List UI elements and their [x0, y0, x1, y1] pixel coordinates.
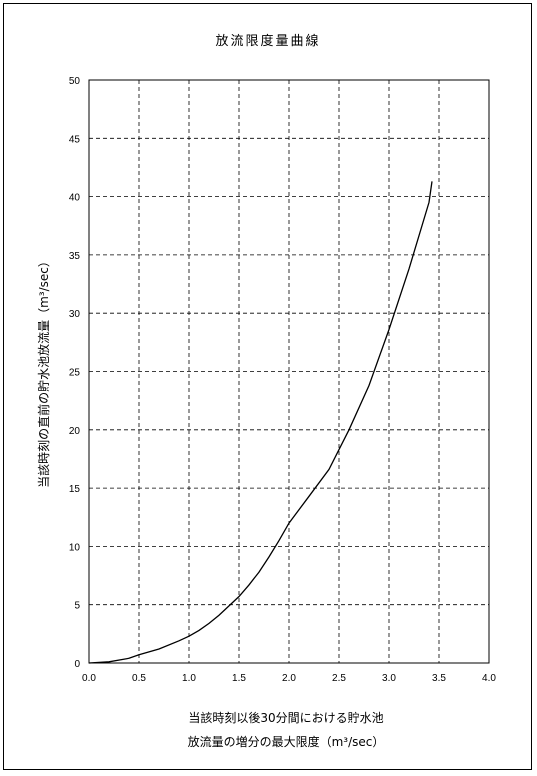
y-tick-label: 35: [69, 251, 81, 262]
x-axis-label-line-1: 当該時刻以後30分間における貯水池: [188, 710, 383, 725]
x-tick-label: 3.5: [432, 673, 446, 684]
y-tick-label: 50: [69, 76, 81, 87]
x-tick-label: 0.0: [82, 673, 96, 684]
series-line: [88, 181, 433, 664]
x-tick-label: 1.0: [182, 673, 196, 684]
y-tick-label: 10: [69, 542, 81, 553]
plot-area: [88, 79, 490, 664]
grid: [89, 80, 489, 663]
x-tick-label: 0.5: [132, 673, 146, 684]
x-tick-label: 2.0: [282, 673, 296, 684]
y-tick-label: 20: [69, 426, 81, 437]
series: [88, 181, 433, 664]
chart-title: 放流限度量曲線: [215, 33, 320, 49]
y-tick-label: 5: [74, 601, 80, 612]
tick-labels: 0.0 0.5 1.0 1.5 2.0 2.5 3.0 3.5 4.0 0 5 10 15 20 25 30 3…: [69, 76, 497, 684]
chart-frame: [3, 3, 532, 770]
x-tick-label: 4.0: [482, 673, 496, 684]
y-tick-label: 0: [74, 659, 80, 670]
y-tick-label: 30: [69, 309, 81, 320]
y-tick-label: 45: [69, 134, 81, 145]
x-axis-label-line-2: 放流量の増分の最大限度（m³/sec）: [188, 734, 385, 749]
y-tick-label: 25: [69, 368, 81, 379]
x-tick-label: 3.0: [382, 673, 396, 684]
x-tick-label: 2.5: [332, 673, 346, 684]
x-tick-label: 1.5: [232, 673, 246, 684]
y-axis-label: 当該時刻の直前の貯水池放流量（m³/sec）: [36, 255, 51, 488]
y-tick-label: 15: [69, 484, 81, 495]
y-tick-label: 40: [69, 193, 81, 204]
